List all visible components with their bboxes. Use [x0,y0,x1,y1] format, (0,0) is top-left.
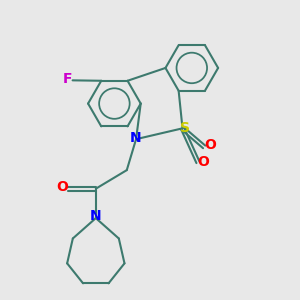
Text: O: O [204,138,216,152]
Text: O: O [198,155,209,170]
Text: S: S [180,121,190,135]
Text: N: N [130,130,141,145]
Text: O: O [56,180,68,194]
Text: N: N [90,209,102,223]
Text: F: F [62,72,72,86]
